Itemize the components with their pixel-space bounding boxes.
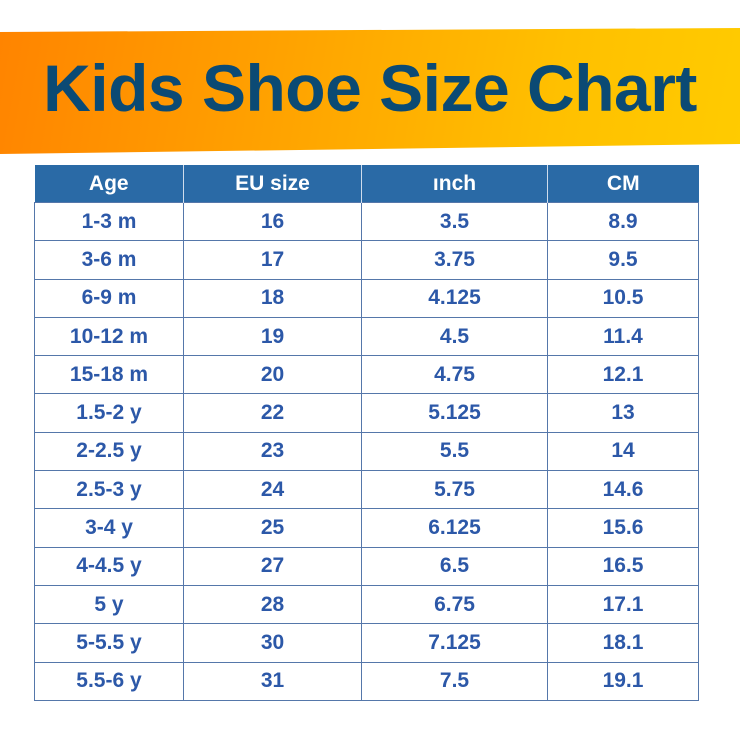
table-row: 3-4 y 25 6.125 15.6 <box>34 508 699 548</box>
cell-inch: 5.75 <box>361 470 548 510</box>
title-banner <box>0 28 740 154</box>
cell-inch: 4.5 <box>361 316 548 357</box>
cell-eu-size: 20 <box>183 355 362 395</box>
cell-eu-size: 30 <box>183 623 362 663</box>
cell-age: 6-9 m <box>34 278 184 318</box>
cell-inch: 7.125 <box>361 623 548 663</box>
cell-eu-size: 27 <box>183 546 362 586</box>
column-header-eu-size: EU size <box>183 165 362 203</box>
cell-eu-size: 24 <box>183 470 362 510</box>
cell-age: 1.5-2 y <box>34 393 184 433</box>
cell-inch: 5.5 <box>361 431 548 472</box>
page-title: Kids Shoe Size Chart <box>43 51 697 125</box>
cell-cm: 15.6 <box>547 508 699 548</box>
cell-eu-size: 28 <box>183 584 362 625</box>
cell-inch: 3.75 <box>361 240 548 280</box>
table-row: 1.5-2 y 22 5.125 13 <box>34 393 699 433</box>
cell-age: 5.5-6 y <box>34 661 184 701</box>
table-row: 1-3 m 16 3.5 8.9 <box>34 201 699 242</box>
cell-inch: 6.75 <box>361 584 548 625</box>
cell-cm: 14.6 <box>547 470 699 510</box>
table-row: 5-5.5 y 30 7.125 18.1 <box>34 623 699 663</box>
cell-age: 10-12 m <box>34 316 184 357</box>
table-row: 6-9 m 18 4.125 10.5 <box>34 278 699 318</box>
cell-cm: 12.1 <box>547 355 699 395</box>
cell-inch: 4.75 <box>361 355 548 395</box>
cell-inch: 5.125 <box>361 393 548 433</box>
cell-cm: 16.5 <box>547 546 699 586</box>
cell-cm: 10.5 <box>547 278 699 318</box>
header-row: Age EU size ınch CM <box>34 165 699 203</box>
cell-inch: 3.5 <box>361 201 548 242</box>
cell-cm: 9.5 <box>547 240 699 280</box>
cell-age: 2.5-3 y <box>34 470 184 510</box>
cell-eu-size: 25 <box>183 508 362 548</box>
table-row: 3-6 m 17 3.75 9.5 <box>34 240 699 280</box>
cell-inch: 7.5 <box>361 661 548 701</box>
cell-inch: 6.5 <box>361 546 548 586</box>
table-row: 5.5-6 y 31 7.5 19.1 <box>34 661 699 701</box>
cell-eu-size: 16 <box>183 201 362 242</box>
cell-cm: 14 <box>547 431 699 472</box>
cell-cm: 8.9 <box>547 201 699 242</box>
cell-eu-size: 31 <box>183 661 362 701</box>
cell-cm: 17.1 <box>547 584 699 625</box>
table-row: 2-2.5 y 23 5.5 14 <box>34 431 699 472</box>
cell-eu-size: 22 <box>183 393 362 433</box>
cell-age: 3-4 y <box>34 508 184 548</box>
cell-inch: 6.125 <box>361 508 548 548</box>
table-row: 2.5-3 y 24 5.75 14.6 <box>34 470 699 510</box>
cell-age: 2-2.5 y <box>34 431 184 472</box>
column-header-inch: ınch <box>361 165 548 203</box>
cell-cm: 19.1 <box>547 661 699 701</box>
table-row: 5 y 28 6.75 17.1 <box>34 584 699 625</box>
table-row: 10-12 m 19 4.5 11.4 <box>34 316 699 357</box>
cell-age: 5 y <box>34 584 184 625</box>
cell-age: 5-5.5 y <box>34 623 184 663</box>
table-row: 15-18 m 20 4.75 12.1 <box>34 355 699 395</box>
table-row: 4-4.5 y 27 6.5 16.5 <box>34 546 699 586</box>
cell-cm: 18.1 <box>547 623 699 663</box>
cell-cm: 11.4 <box>547 316 699 357</box>
cell-cm: 13 <box>547 393 699 433</box>
cell-eu-size: 18 <box>183 278 362 318</box>
cell-age: 15-18 m <box>34 355 184 395</box>
cell-eu-size: 17 <box>183 240 362 280</box>
cell-eu-size: 23 <box>183 431 362 472</box>
column-header-cm: CM <box>547 165 699 203</box>
cell-age: 3-6 m <box>34 240 184 280</box>
cell-age: 1-3 m <box>34 201 184 242</box>
size-table: Age EU size ınch CM 1-3 m 16 3.5 8.9 3-6 m 17 3.7… <box>34 165 699 701</box>
cell-eu-size: 19 <box>183 316 362 357</box>
cell-inch: 4.125 <box>361 278 548 318</box>
cell-age: 4-4.5 y <box>34 546 184 586</box>
column-header-age: Age <box>34 165 184 203</box>
